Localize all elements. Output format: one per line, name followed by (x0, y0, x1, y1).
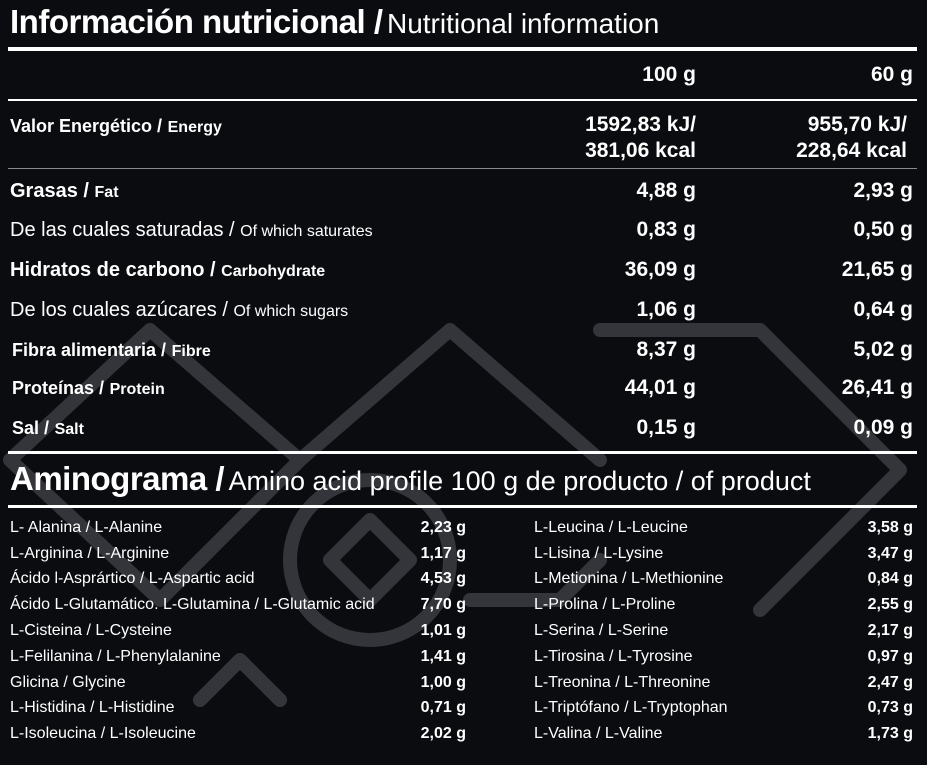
amino-left-name: Glicina / Glycine (10, 674, 126, 691)
nutrient-value-100g: 4,88 g (636, 179, 696, 202)
title-sub: Nutritional information (386, 8, 660, 39)
nutrient-value-100g: 1,06 g (636, 298, 696, 321)
title-main: Información nutricional / (10, 3, 383, 40)
amino-title-sub: Amino acid profile 100 g de producto / o… (228, 466, 811, 496)
nutrient-value-100g: 36,09 g (624, 258, 696, 281)
nutrient-row-saturates: De las cuales saturadas / Of which satur… (10, 214, 915, 246)
amino-right-value: 2,47 g (867, 674, 913, 691)
amino-right-name: L-Lisina / L-Lysine (534, 545, 664, 562)
nutrient-label: Fibra alimentaria / Fibre (12, 340, 211, 360)
amino-right-value: 0,73 g (867, 699, 913, 716)
amino-left-value: 2,23 g (420, 519, 466, 536)
amino-right-name: L-Prolina / L-Proline (534, 596, 676, 613)
nutrient-label: Grasas / Fat (10, 180, 119, 202)
amino-section-title: Aminograma / Amino acid profile 100 g de… (10, 459, 811, 499)
amino-left-name: L-Isoleucina / L-Isoleucine (10, 725, 196, 742)
amino-left-name: L-Cisteina / L-Cysteine (10, 622, 172, 639)
amino-right-name: L-Valina / L-Valine (534, 725, 663, 742)
amino-right-name: L-Serina / L-Serine (534, 622, 669, 639)
nutrient-value-100g: 0,83 g (636, 218, 696, 241)
header-rule (8, 99, 917, 101)
nutrient-value-60g: 0,64 g (853, 298, 913, 321)
col-header-60g: 60 g (870, 63, 913, 86)
amino-left-value: 0,71 g (420, 699, 466, 716)
amino-left-value: 1,00 g (420, 674, 466, 691)
title-rule (8, 47, 917, 51)
nutrient-label: Hidratos de carbono / Carbohydrate (10, 259, 326, 281)
nutrient-value-100g: 1592,83 kJ/381,06 kcal (585, 113, 696, 162)
nutrient-value-60g: 2,93 g (853, 179, 913, 202)
amino-left-value: 2,02 g (420, 725, 466, 742)
page-title: Información nutricional / Nutritional in… (10, 2, 659, 42)
col-header-100g: 100 g (642, 63, 696, 86)
amino-left-value: 1,41 g (420, 648, 466, 665)
amino-right-value: 3,47 g (867, 545, 913, 562)
amino-left-value: 1,01 g (420, 622, 466, 639)
amino-left-value: 7,70 g (420, 596, 466, 613)
nutrient-label: Sal / Salt (12, 418, 84, 438)
nutrient-row-fat: Grasas / Fat 4,88 g 2,93 g (10, 175, 915, 207)
amino-left-name: L-Felilanina / L-Phenylalanine (10, 648, 221, 665)
amino-right-name: L-Triptófano / L-Tryptophan (534, 699, 728, 716)
nutrient-value-60g: 26,41 g (841, 376, 913, 399)
amino-right-value: 2,55 g (867, 596, 913, 613)
amino-right-name: L-Treonina / L-Threonine (534, 674, 711, 691)
nutrient-value-100g: 8,37 g (636, 338, 696, 361)
nutrient-value-60g: 21,65 g (841, 258, 913, 281)
amino-right-value: 2,17 g (867, 622, 913, 639)
row-divider (8, 168, 917, 169)
nutrient-value-60g: 0,09 g (853, 416, 913, 439)
amino-right-name: L-Leucina / L-Leucine (534, 519, 688, 536)
nutrient-value-60g: 5,02 g (853, 338, 913, 361)
nutrient-row-energy: Valor Energético / Energy 1592,83 kJ/381… (10, 110, 915, 168)
nutrient-value-60g: 955,70 kJ/228,64 kcal (796, 113, 907, 162)
nutrient-row-fibre: Fibra alimentaria / Fibre 8,37 g 5,02 g (10, 334, 915, 366)
amino-left-name: L-Histidina / L-Histidine (10, 699, 175, 716)
nutrient-row-sugars: De los cuales azúcares / Of which sugars… (10, 294, 915, 326)
nutrient-value-100g: 44,01 g (624, 376, 696, 399)
nutrient-row-protein: Proteínas / Protein 44,01 g 26,41 g (10, 372, 915, 404)
nutrient-label: Proteínas / Protein (12, 378, 165, 398)
nutrient-value-100g: 0,15 g (636, 416, 696, 439)
amino-right-value: 0,97 g (867, 648, 913, 665)
amino-left-name: L-Arginina / L-Arginine (10, 545, 170, 562)
nutrient-label: De las cuales saturadas / Of which satur… (10, 219, 373, 241)
amino-right-name: L-Tirosina / L-Tyrosine (534, 648, 693, 665)
amino-right-value: 3,58 g (867, 519, 913, 536)
nutrient-label: De los cuales azúcares / Of which sugars (10, 299, 349, 321)
amino-left-name: Ácido L-Glutamático. L-Glutamina / L-Glu… (10, 596, 375, 613)
nutrient-row-salt: Sal / Salt 0,15 g 0,09 g (10, 412, 915, 444)
nutrient-value-60g: 0,50 g (853, 218, 913, 241)
amino-left-name: Ácido l-Asprártico / L-Aspartic acid (10, 570, 255, 587)
amino-left-value: 1,17 g (420, 545, 466, 562)
nutrient-row-carbohydrate: Hidratos de carbono / Carbohydrate 36,09… (10, 254, 915, 286)
amino-title-main: Aminograma / (10, 460, 225, 497)
amino-right-value: 1,73 g (867, 725, 913, 742)
nutrient-label: Valor Energético / Energy (10, 116, 222, 136)
amino-rule (8, 505, 917, 508)
amino-right-value: 0,84 g (867, 570, 913, 587)
amino-left-value: 4,53 g (420, 570, 466, 587)
amino-left-name: L- Alanina / L-Alanine (10, 519, 163, 536)
amino-right-name: L-Metionina / L-Methionine (534, 570, 724, 587)
section-rule (8, 451, 917, 454)
